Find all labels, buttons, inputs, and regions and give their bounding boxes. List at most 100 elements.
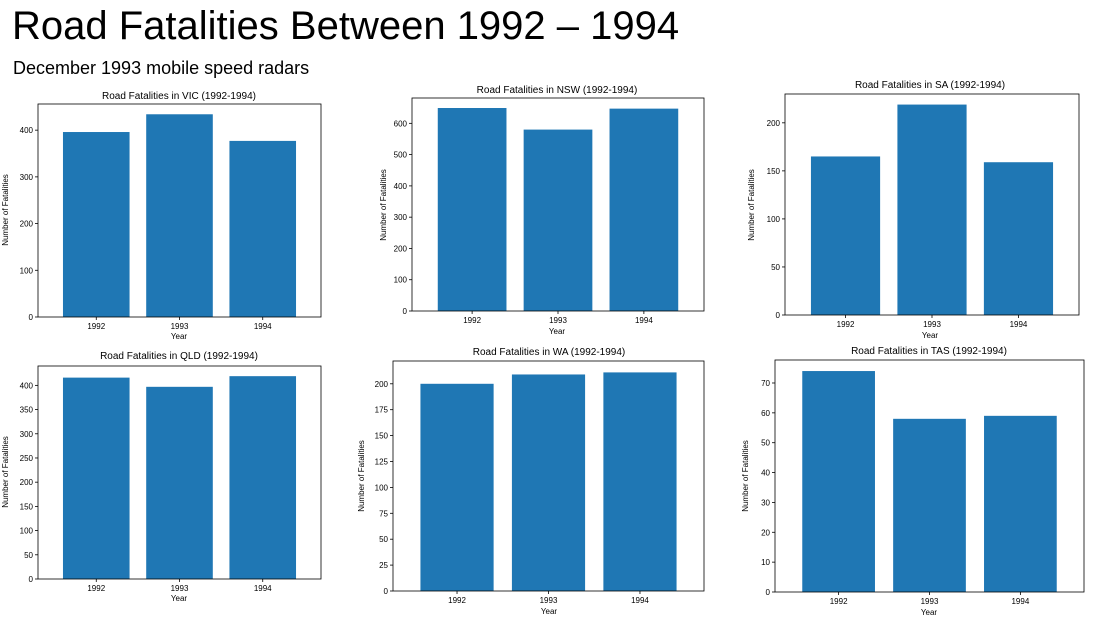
x-tick-label: 1994: [254, 322, 272, 331]
y-tick-label: 100: [394, 276, 408, 285]
x-tick-label: 1994: [1010, 320, 1028, 329]
y-tick-label: 50: [761, 439, 770, 448]
x-tick-label: 1993: [171, 584, 189, 593]
y-tick-label: 300: [20, 173, 34, 182]
y-tick-label: 150: [375, 432, 389, 441]
bar: [229, 140, 297, 317]
y-tick-label: 400: [20, 381, 34, 390]
x-tick-label: 1994: [1011, 597, 1029, 606]
y-tick-label: 0: [403, 307, 408, 316]
x-tick-label: 1992: [87, 584, 105, 593]
y-tick-label: 600: [394, 119, 408, 128]
y-tick-label: 200: [20, 220, 34, 229]
chart-title: Road Fatalities in QLD (1992-1994): [100, 351, 258, 362]
x-tick-label: 1994: [254, 584, 272, 593]
bar: [511, 374, 586, 591]
y-tick-label: 300: [394, 213, 408, 222]
y-tick-label: 100: [767, 215, 781, 224]
y-tick-label: 125: [375, 457, 389, 466]
chart-title: Road Fatalities in VIC (1992-1994): [102, 91, 256, 102]
bar: [420, 383, 494, 591]
y-tick-label: 150: [767, 167, 781, 176]
bar: [229, 376, 297, 579]
plot-frame: [774, 359, 1085, 593]
x-tick-label: 1993: [540, 596, 558, 605]
y-tick-label: 0: [29, 575, 34, 584]
y-tick-label: 60: [761, 409, 770, 418]
y-tick-label: 500: [394, 151, 408, 160]
y-tick-label: 200: [767, 119, 781, 128]
y-tick-label: 75: [379, 509, 388, 518]
x-tick-label: 1992: [837, 320, 855, 329]
bar: [437, 108, 507, 311]
y-tick-label: 200: [375, 380, 389, 389]
plot-frame: [784, 93, 1080, 316]
y-tick-label: 400: [20, 126, 34, 135]
y-tick-label: 0: [776, 311, 781, 320]
y-tick-label: 25: [379, 561, 388, 570]
bar: [983, 162, 1054, 315]
bar: [810, 156, 881, 315]
bar: [893, 418, 966, 592]
y-tick-label: 50: [24, 551, 33, 560]
y-tick-label: 100: [375, 483, 389, 492]
y-tick-label: 300: [20, 430, 34, 439]
x-tick-label: 1994: [635, 316, 653, 325]
y-axis-label: Number of Fatalities: [741, 440, 750, 512]
y-tick-label: 250: [20, 454, 34, 463]
x-axis-label: Year: [171, 332, 188, 341]
plot-frame: [37, 365, 322, 580]
y-tick-label: 50: [379, 535, 388, 544]
x-axis-label: Year: [549, 327, 566, 336]
bar: [62, 377, 130, 579]
bar: [609, 108, 679, 311]
y-tick-label: 200: [20, 478, 34, 487]
bar: [897, 104, 967, 315]
x-tick-label: 1992: [448, 596, 466, 605]
plot-frame: [392, 360, 705, 592]
y-tick-label: 0: [29, 313, 34, 322]
y-tick-label: 40: [761, 469, 770, 478]
bar: [603, 372, 677, 591]
y-tick-label: 30: [761, 498, 770, 507]
bar: [146, 386, 213, 579]
plot-frame: [37, 103, 322, 318]
x-tick-label: 1993: [549, 316, 567, 325]
chart-title: Road Fatalities in TAS (1992-1994): [851, 346, 1007, 357]
y-tick-label: 70: [761, 379, 770, 388]
chart-title: Road Fatalities in NSW (1992-1994): [477, 85, 638, 96]
x-axis-label: Year: [922, 331, 939, 340]
plot-frame: [411, 97, 705, 312]
y-axis-label: Number of Fatalities: [1, 174, 10, 246]
chart-title: Road Fatalities in WA (1992-1994): [473, 347, 626, 358]
bar: [146, 114, 213, 318]
bar: [984, 415, 1057, 592]
y-tick-label: 0: [384, 587, 389, 596]
y-tick-label: 20: [761, 528, 770, 537]
y-tick-label: 400: [394, 182, 408, 191]
x-tick-label: 1993: [923, 320, 941, 329]
y-tick-label: 150: [20, 502, 34, 511]
y-axis-label: Number of Fatalities: [1, 436, 10, 508]
x-tick-label: 1993: [921, 597, 939, 606]
x-axis-label: Year: [921, 608, 938, 617]
y-tick-label: 10: [761, 558, 770, 567]
y-tick-label: 350: [20, 406, 34, 415]
y-tick-label: 100: [20, 266, 34, 275]
y-tick-label: 175: [375, 406, 389, 415]
y-tick-label: 100: [20, 527, 34, 536]
y-tick-label: 200: [394, 244, 408, 253]
page-subtitle: December 1993 mobile speed radars: [13, 58, 310, 78]
bar: [523, 129, 593, 311]
bar: [802, 371, 875, 592]
x-axis-label: Year: [171, 594, 188, 603]
y-axis-label: Number of Fatalities: [357, 440, 366, 512]
x-tick-label: 1993: [171, 322, 189, 331]
y-axis-label: Number of Fatalities: [747, 169, 756, 241]
